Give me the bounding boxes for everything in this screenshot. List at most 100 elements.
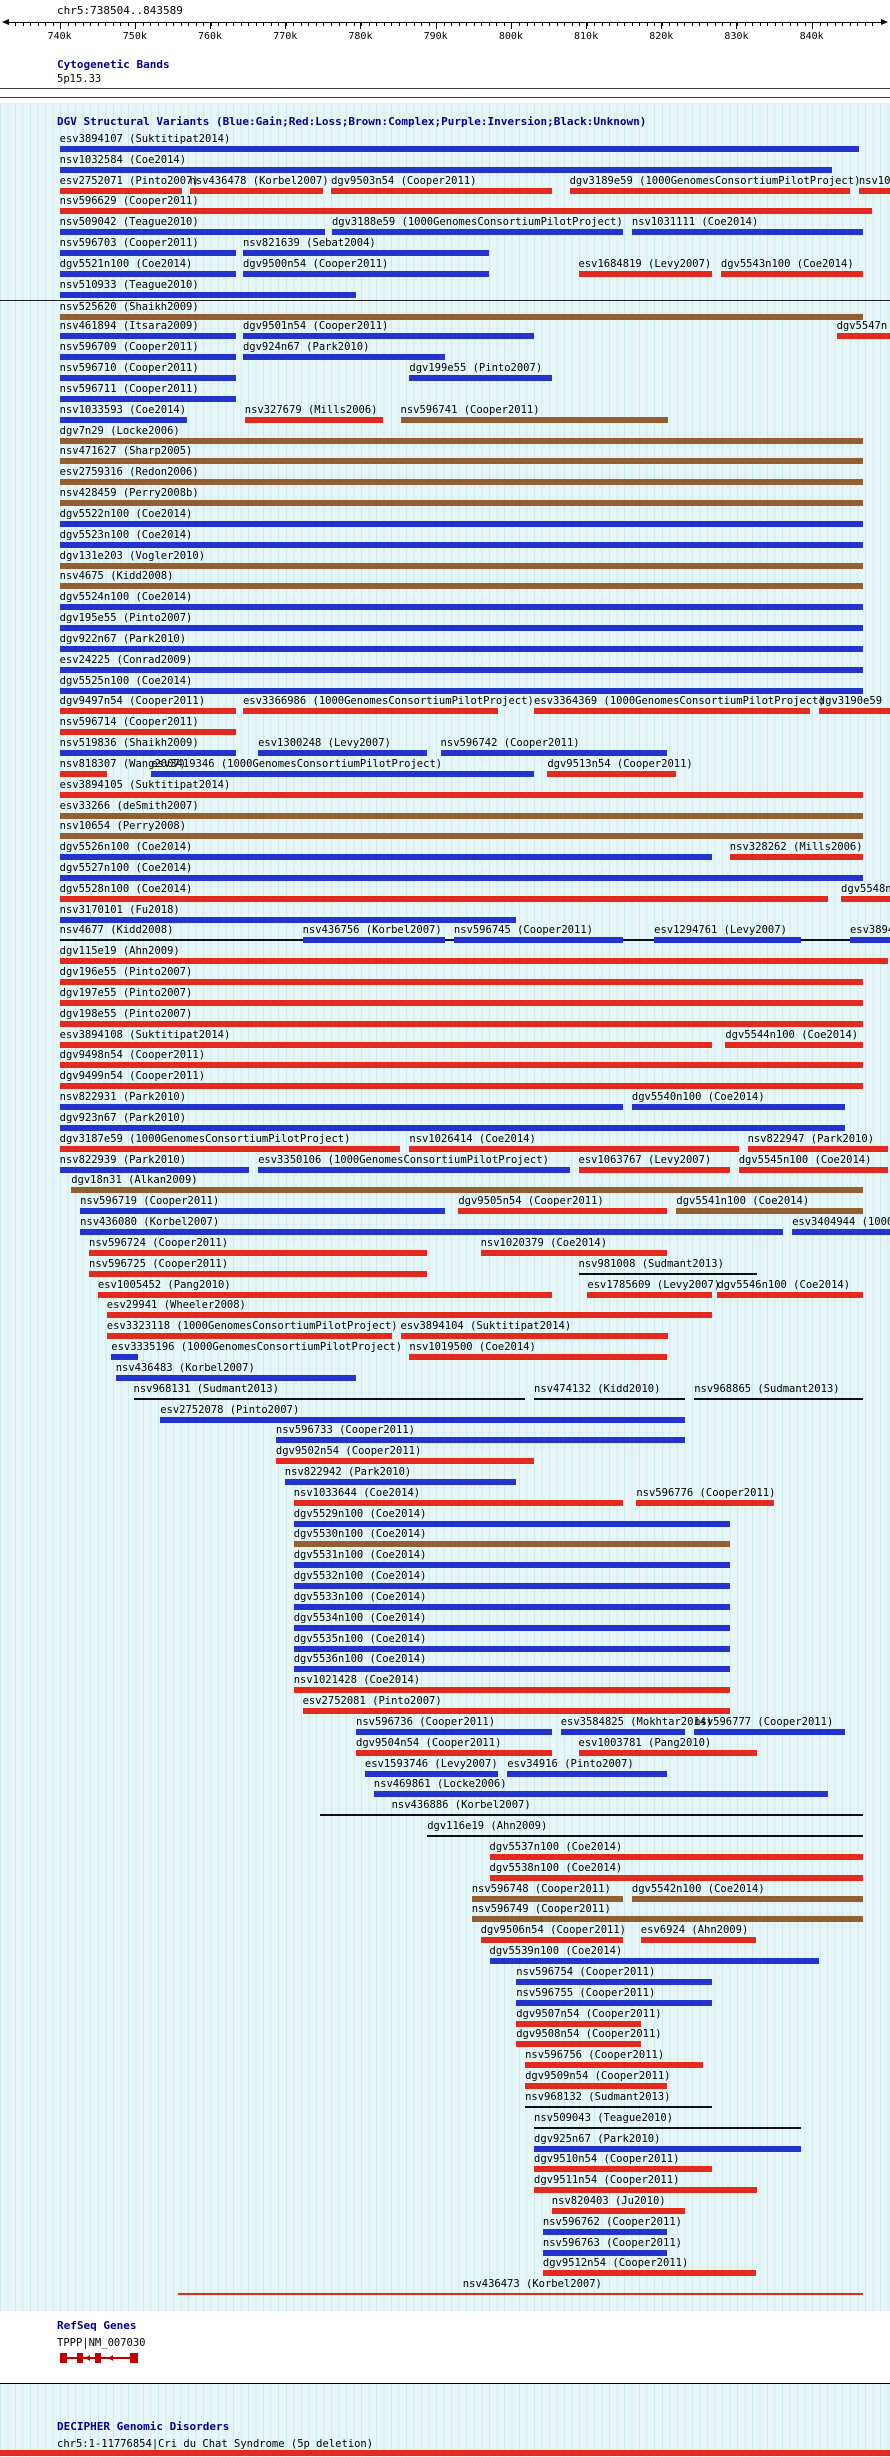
variant-bar-loss[interactable] xyxy=(106,1312,712,1319)
variant-bar-loss[interactable] xyxy=(738,1166,889,1173)
variant-bar-gain[interactable] xyxy=(694,1728,846,1735)
variant-bar-gain[interactable] xyxy=(59,604,864,611)
variant-bar-loss[interactable] xyxy=(302,1708,730,1715)
variant-bar-gain[interactable] xyxy=(242,250,490,257)
variant-bar-loss[interactable] xyxy=(400,1333,668,1340)
variant-bar-loss[interactable] xyxy=(534,2187,757,2194)
variant-bar-unknown[interactable] xyxy=(427,1835,864,1838)
variant-bar-loss[interactable] xyxy=(59,729,236,736)
variant-bar-loss[interactable] xyxy=(525,2083,668,2090)
variant-bar-gain[interactable] xyxy=(631,1104,846,1111)
variant-bar-gain[interactable] xyxy=(631,229,864,236)
variant-bar-gain[interactable] xyxy=(373,1791,828,1798)
variant-bar-loss[interactable] xyxy=(720,270,864,277)
variant-bar-gain[interactable] xyxy=(115,1374,356,1381)
variant-bar-gain[interactable] xyxy=(59,750,236,757)
variant-bar-gain[interactable] xyxy=(59,375,236,382)
variant-bar-loss[interactable] xyxy=(516,2020,641,2027)
variant-bar-gain[interactable] xyxy=(59,625,864,632)
variant-bar-loss[interactable] xyxy=(89,1270,428,1277)
variant-bar-loss[interactable] xyxy=(59,999,864,1006)
variant-bar-loss[interactable] xyxy=(59,1083,864,1090)
variant-bar-loss[interactable] xyxy=(97,1291,552,1298)
variant-bar-loss[interactable] xyxy=(640,1937,757,1944)
variant-bar-loss[interactable] xyxy=(59,895,828,902)
variant-bar-loss[interactable] xyxy=(59,1020,864,1027)
variant-bar-loss[interactable] xyxy=(818,708,890,715)
variant-bar-loss[interactable] xyxy=(551,2207,686,2214)
variant-bar-complex[interactable] xyxy=(59,458,864,465)
variant-bar-gain[interactable] xyxy=(275,1437,686,1444)
variant-bar-gain[interactable] xyxy=(284,1479,517,1485)
variant-bar-gain[interactable] xyxy=(293,1645,730,1652)
variant-bar-loss[interactable] xyxy=(331,187,552,194)
variant-bar-gain[interactable] xyxy=(80,1229,784,1236)
variant-bar-loss[interactable] xyxy=(409,1145,739,1152)
variant-bar-gain[interactable] xyxy=(258,750,428,757)
variant-bar-loss[interactable] xyxy=(534,708,810,715)
variant-bar-gain[interactable] xyxy=(59,687,864,694)
variant-bar-loss[interactable] xyxy=(59,187,183,194)
variant-bar-loss[interactable] xyxy=(293,1499,623,1506)
variant-bar-loss[interactable] xyxy=(59,979,864,986)
variant-bar-gain[interactable] xyxy=(151,770,534,777)
variant-bar-gain[interactable] xyxy=(364,1770,499,1777)
variant-bar-gain[interactable] xyxy=(59,354,236,361)
variant-bar-loss[interactable] xyxy=(542,2270,757,2277)
variant-bar-loss[interactable] xyxy=(480,1249,668,1256)
variant-bar-unknown[interactable] xyxy=(133,1397,526,1400)
variant-bar-gain[interactable] xyxy=(242,333,534,340)
variant-bar-gain[interactable] xyxy=(59,541,864,548)
variant-bar-gain[interactable] xyxy=(59,645,864,652)
variant-bar-loss[interactable] xyxy=(729,854,864,861)
variant-bar-loss[interactable] xyxy=(525,2062,704,2069)
variant-bar-gain[interactable] xyxy=(516,1999,712,2006)
variant-bar-loss[interactable] xyxy=(244,416,383,423)
variant-bar-loss[interactable] xyxy=(178,2293,864,2296)
variant-bar-loss[interactable] xyxy=(59,208,873,215)
variant-bar-loss[interactable] xyxy=(578,1749,757,1756)
variant-bar-loss[interactable] xyxy=(578,270,712,277)
variant-bar-loss[interactable] xyxy=(59,791,864,798)
variant-bar-gain[interactable] xyxy=(59,854,712,861)
variant-bar-complex[interactable] xyxy=(59,562,864,569)
variant-bar-loss[interactable] xyxy=(516,2041,641,2048)
variant-bar-loss[interactable] xyxy=(59,770,107,777)
decipher-deletion-bar[interactable] xyxy=(0,2450,890,2456)
variant-bar-gain[interactable] xyxy=(59,229,325,236)
variant-bar-complex[interactable] xyxy=(471,1916,864,1923)
variant-bar-unknown[interactable] xyxy=(694,1397,864,1400)
variant-bar-loss[interactable] xyxy=(106,1333,392,1340)
variant-bar-gain[interactable] xyxy=(293,1603,730,1610)
variant-bar-loss[interactable] xyxy=(717,1291,864,1298)
variant-bar-loss[interactable] xyxy=(569,187,850,194)
variant-bar-gain[interactable] xyxy=(849,937,890,944)
variant-bar-complex[interactable] xyxy=(59,479,864,486)
variant-bar-gain[interactable] xyxy=(59,874,864,881)
variant-bar-complex[interactable] xyxy=(59,437,864,444)
variant-bar-gain[interactable] xyxy=(293,1583,730,1590)
variant-bar-gain[interactable] xyxy=(59,250,236,257)
variant-bar-complex[interactable] xyxy=(71,1187,864,1194)
variant-bar-loss[interactable] xyxy=(59,1041,712,1048)
variant-bar-loss[interactable] xyxy=(747,1145,889,1152)
variant-bar-loss[interactable] xyxy=(534,2166,712,2173)
cytogenetic-band-box[interactable] xyxy=(0,88,890,98)
variant-bar-complex[interactable] xyxy=(59,812,864,819)
variant-bar-gain[interactable] xyxy=(542,2249,668,2256)
variant-bar-complex[interactable] xyxy=(59,833,864,840)
variant-bar-loss[interactable] xyxy=(636,1499,775,1506)
variant-bar-gain[interactable] xyxy=(489,1958,819,1965)
variant-bar-unknown[interactable] xyxy=(578,1272,757,1275)
variant-bar-gain[interactable] xyxy=(516,1978,712,1985)
variant-bar-gain[interactable] xyxy=(59,1166,250,1173)
variant-bar-loss[interactable] xyxy=(841,895,890,902)
variant-bar-gain[interactable] xyxy=(59,291,356,298)
variant-bar-loss[interactable] xyxy=(836,333,890,340)
variant-bar-complex[interactable] xyxy=(59,500,864,507)
variant-bar-complex[interactable] xyxy=(676,1208,864,1215)
variant-bar-unknown[interactable] xyxy=(525,2105,712,2108)
variant-bar-gain[interactable] xyxy=(59,333,236,340)
variant-bar-loss[interactable] xyxy=(489,1874,864,1881)
variant-bar-loss[interactable] xyxy=(725,1041,864,1048)
